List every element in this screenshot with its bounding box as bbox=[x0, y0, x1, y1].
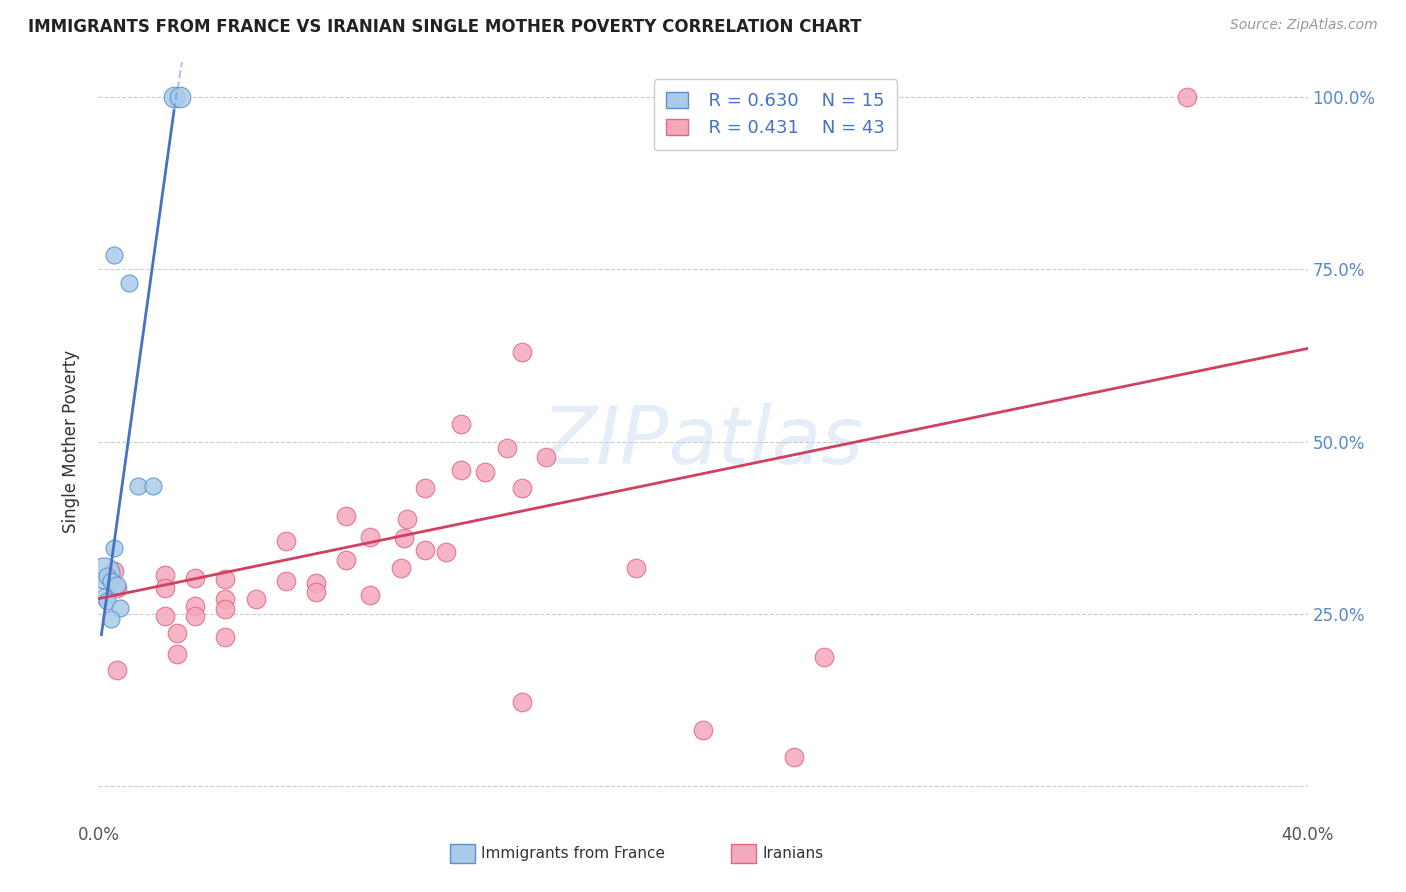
Y-axis label: Single Mother Poverty: Single Mother Poverty bbox=[62, 350, 80, 533]
Point bbox=[184, 609, 207, 624]
Point bbox=[166, 626, 188, 640]
Point bbox=[274, 574, 297, 589]
Point bbox=[360, 588, 382, 602]
Point bbox=[100, 612, 122, 626]
Point bbox=[214, 573, 236, 587]
Point bbox=[510, 695, 533, 709]
Text: ZIPatlas: ZIPatlas bbox=[541, 402, 865, 481]
Point bbox=[100, 574, 122, 588]
Text: Iranians: Iranians bbox=[762, 847, 823, 861]
Point bbox=[105, 664, 128, 678]
Point bbox=[214, 602, 236, 616]
Point bbox=[103, 248, 125, 262]
Point bbox=[108, 601, 131, 615]
Point bbox=[474, 465, 496, 479]
Point bbox=[450, 463, 472, 477]
Legend:   R = 0.630    N = 15,   R = 0.431    N = 43: R = 0.630 N = 15, R = 0.431 N = 43 bbox=[654, 79, 897, 150]
Point bbox=[510, 482, 533, 496]
Text: Immigrants from France: Immigrants from France bbox=[481, 847, 665, 861]
Point bbox=[96, 569, 118, 583]
Point bbox=[153, 567, 176, 582]
Point bbox=[214, 591, 236, 606]
Point bbox=[274, 533, 297, 548]
Point bbox=[510, 345, 533, 359]
Point bbox=[103, 541, 125, 556]
Point bbox=[389, 560, 412, 574]
Point bbox=[450, 417, 472, 432]
Point bbox=[413, 482, 436, 496]
Point bbox=[534, 450, 557, 465]
Point bbox=[153, 609, 176, 624]
Point bbox=[813, 649, 835, 664]
Point bbox=[434, 545, 457, 559]
Point bbox=[495, 442, 517, 456]
Point bbox=[360, 530, 382, 544]
Point bbox=[103, 564, 125, 578]
Point bbox=[142, 479, 165, 493]
Point bbox=[127, 479, 149, 493]
Point bbox=[413, 543, 436, 558]
Point bbox=[335, 553, 357, 567]
Point bbox=[105, 578, 128, 592]
Point bbox=[392, 531, 415, 545]
Point bbox=[626, 561, 648, 575]
Point bbox=[118, 276, 141, 290]
Point bbox=[169, 90, 191, 104]
Text: Source: ZipAtlas.com: Source: ZipAtlas.com bbox=[1230, 18, 1378, 32]
Point bbox=[1175, 90, 1198, 104]
Point bbox=[305, 584, 328, 599]
Point bbox=[305, 575, 328, 590]
Point bbox=[96, 594, 118, 608]
Point bbox=[395, 512, 418, 526]
Point bbox=[184, 599, 207, 613]
Text: IMMIGRANTS FROM FRANCE VS IRANIAN SINGLE MOTHER POVERTY CORRELATION CHART: IMMIGRANTS FROM FRANCE VS IRANIAN SINGLE… bbox=[28, 18, 862, 36]
Point bbox=[163, 90, 186, 104]
Point bbox=[692, 723, 714, 737]
Point bbox=[214, 630, 236, 644]
Point bbox=[783, 750, 806, 764]
Point bbox=[335, 508, 357, 523]
Point bbox=[245, 592, 267, 607]
Point bbox=[166, 647, 188, 661]
Point bbox=[153, 582, 176, 596]
Point bbox=[93, 590, 115, 604]
Point bbox=[184, 571, 207, 585]
Point bbox=[105, 581, 128, 595]
Point bbox=[93, 566, 115, 580]
